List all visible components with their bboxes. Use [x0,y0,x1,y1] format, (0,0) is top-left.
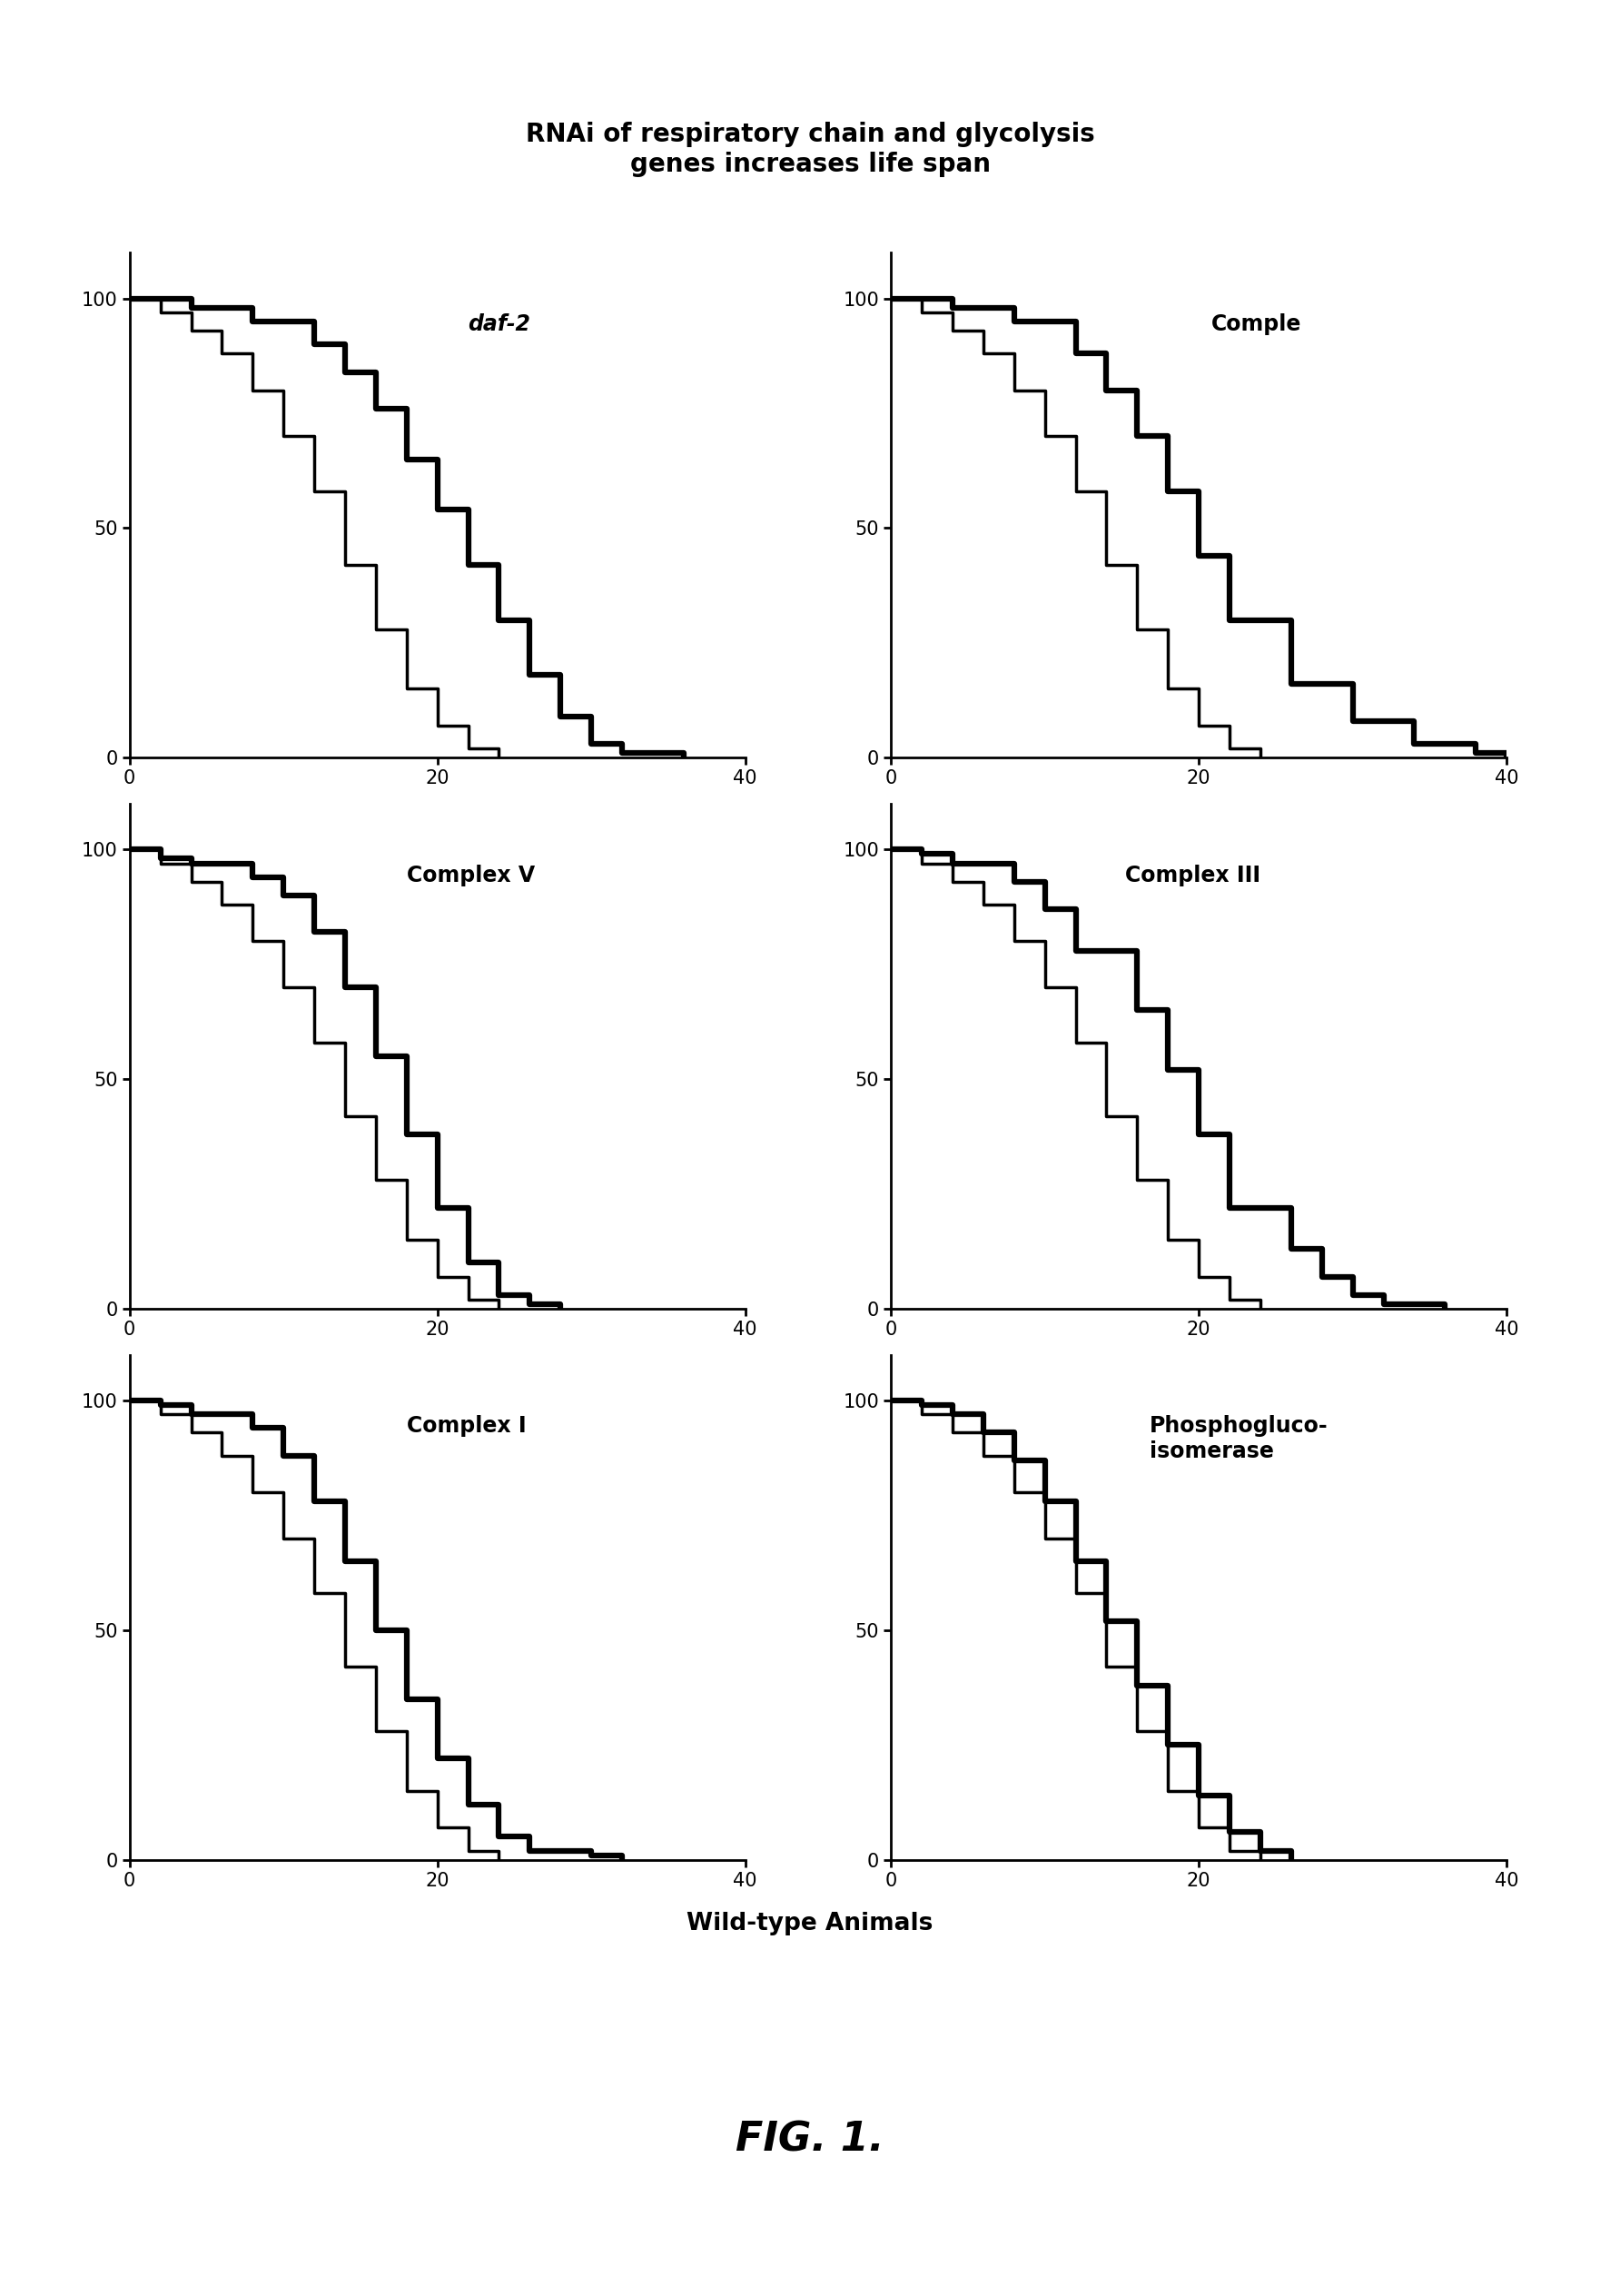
Text: Complex V: Complex V [407,863,535,886]
Text: Complex I: Complex I [407,1414,526,1437]
Text: FIG. 1.: FIG. 1. [735,2119,885,2161]
Text: daf-2: daf-2 [468,312,531,335]
Text: Complex III: Complex III [1124,863,1260,886]
Text: Wild-type Animals: Wild-type Animals [687,1913,933,1936]
Text: RNAi of respiratory chain and glycolysis
genes increases life span: RNAi of respiratory chain and glycolysis… [525,122,1095,177]
Text: Phosphogluco-
isomerase: Phosphogluco- isomerase [1150,1414,1328,1463]
Text: Comple: Comple [1212,312,1301,335]
